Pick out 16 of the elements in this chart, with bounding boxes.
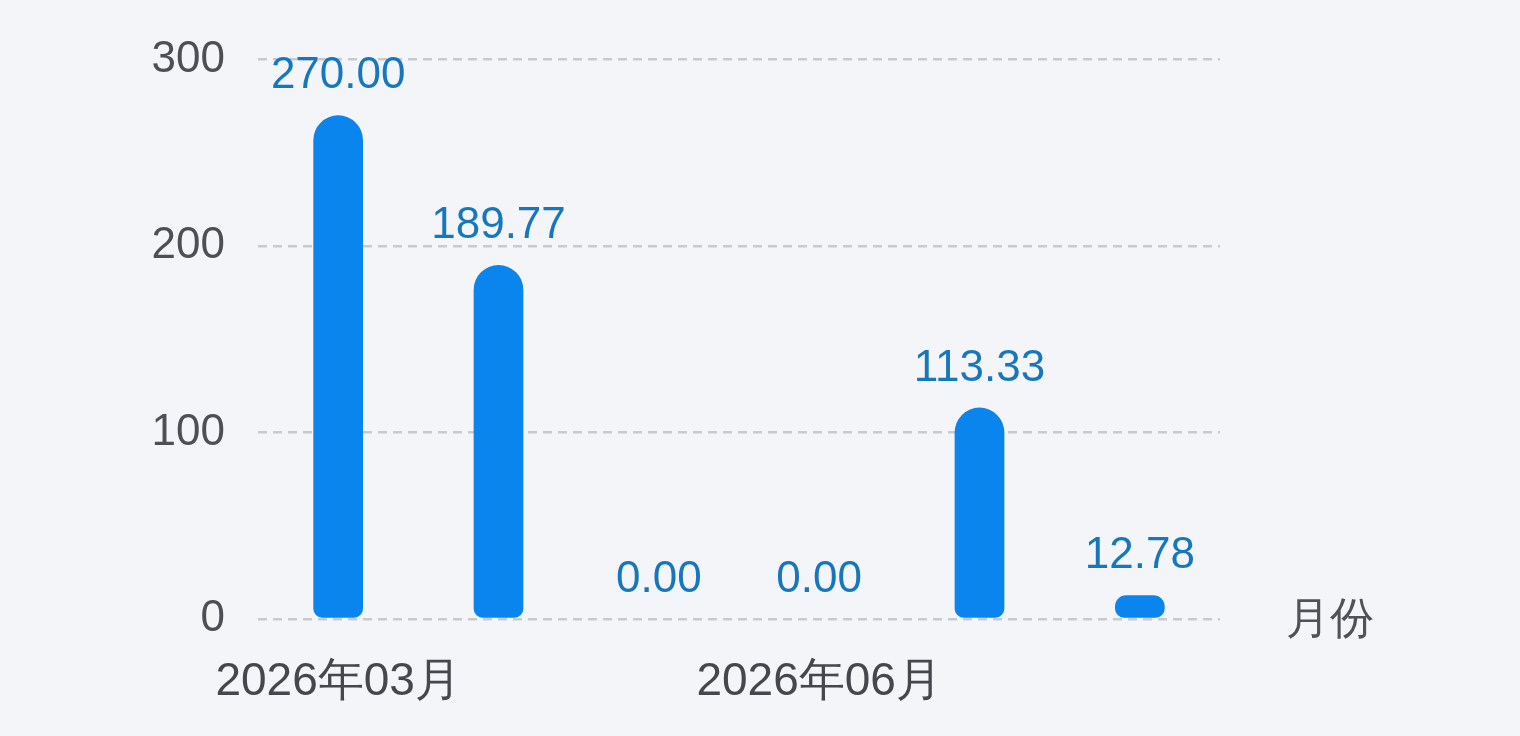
data-label: 270.00 — [270, 48, 406, 98]
bar — [473, 265, 524, 618]
bar — [954, 407, 1005, 618]
x-tick-label: 2026年06月 — [696, 653, 942, 706]
data-label: 189.77 — [431, 198, 566, 248]
y-tick-label: 0 — [200, 591, 225, 641]
bar — [313, 115, 364, 618]
data-label: 0.00 — [616, 552, 702, 601]
y-tick-label: 200 — [151, 218, 225, 268]
data-label: 12.78 — [1084, 528, 1195, 578]
y-tick-label: 100 — [151, 404, 225, 454]
data-label: 113.33 — [913, 340, 1046, 390]
data-label: 0.00 — [776, 552, 862, 601]
x-axis-title: 月份 — [1286, 593, 1374, 643]
y-tick-label: 300 — [151, 31, 225, 81]
x-tick-label: 2026年03月 — [215, 653, 461, 706]
